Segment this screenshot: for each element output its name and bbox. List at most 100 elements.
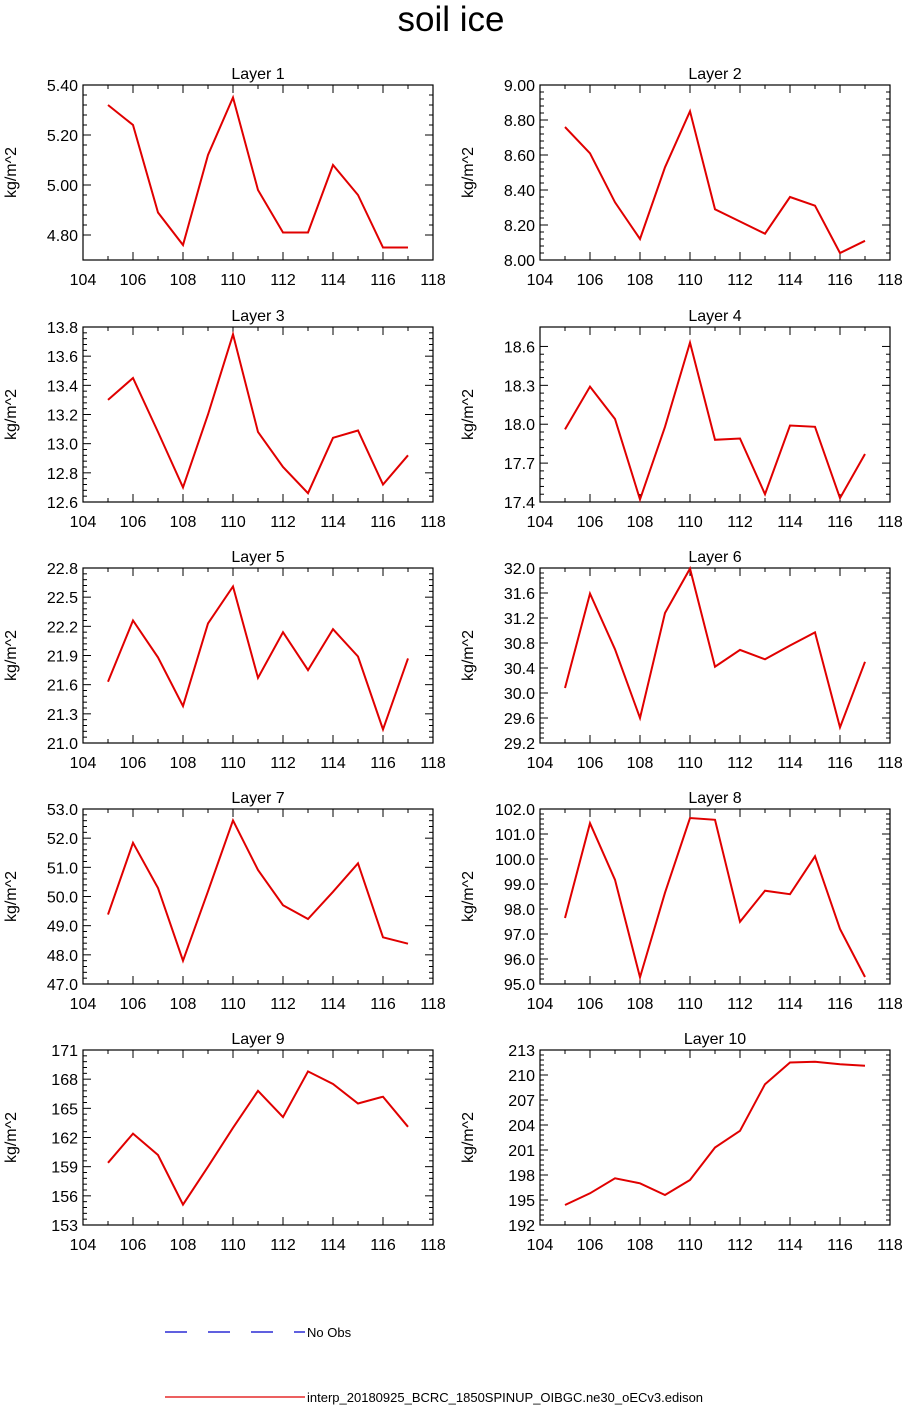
y-tick-label: 5.00 [47, 178, 78, 195]
series-line [107, 584, 409, 733]
x-tick-label: 112 [727, 1237, 753, 1254]
y-tick-label: 101.0 [495, 827, 535, 844]
y-tick-label: 171 [51, 1043, 78, 1060]
x-tick-label: 108 [170, 514, 197, 531]
x-tick-label: 118 [877, 514, 902, 531]
x-tick-label: 108 [627, 514, 654, 531]
y-tick-label: 30.0 [504, 686, 535, 703]
y-tick-label: 22.5 [47, 590, 78, 607]
x-tick-label: 106 [577, 755, 604, 772]
x-tick-label: 116 [370, 514, 396, 531]
y-tick-label: 47.0 [47, 977, 78, 994]
y-tick-label: 32.0 [504, 561, 535, 578]
x-tick-label: 114 [320, 514, 346, 531]
y-tick-label: 13.4 [47, 378, 78, 395]
legend: No Obs interp_20180925_BCRC_1850SPINUP_OI… [165, 1325, 703, 1405]
y-tick-label: 12.8 [47, 466, 78, 483]
x-tick-label: 104 [527, 272, 554, 289]
series-line [107, 817, 409, 964]
y-tick-label: 13.0 [47, 437, 78, 454]
x-tick-label: 106 [120, 996, 147, 1013]
page-title: soil ice [397, 0, 505, 39]
y-axis-label: kg/m^2 [3, 147, 20, 198]
panel-title: Layer 2 [688, 66, 741, 83]
x-tick-label: 106 [577, 996, 604, 1013]
chart-panel: Layer 5 kg/m^2 104 106 108 110 112 114 116 118 21.… [3, 549, 446, 772]
x-tick-label: 112 [270, 272, 296, 289]
y-tick-label: 30.8 [504, 636, 535, 653]
y-tick-label: 21.0 [47, 736, 78, 753]
x-tick-label: 108 [627, 272, 654, 289]
y-tick-label: 13.6 [47, 349, 78, 366]
y-tick-label: 156 [51, 1189, 78, 1206]
x-tick-label: 118 [420, 996, 446, 1013]
x-tick-label: 106 [577, 514, 604, 531]
plot-frame [82, 567, 434, 744]
y-tick-label: 21.3 [47, 707, 78, 724]
x-tick-label: 116 [827, 272, 853, 289]
y-tick-label: 51.0 [47, 860, 78, 877]
y-axis-label: kg/m^2 [3, 1112, 20, 1163]
x-tick-label: 118 [420, 514, 446, 531]
y-tick-label: 8.40 [504, 183, 535, 200]
y-tick-label: 95.0 [504, 977, 535, 994]
y-tick-label: 4.80 [47, 228, 78, 245]
y-tick-label: 22.8 [47, 561, 78, 578]
y-tick-label: 21.6 [47, 678, 78, 695]
y-axis-label: kg/m^2 [460, 147, 477, 198]
plot-frame [82, 1049, 434, 1226]
x-tick-label: 104 [70, 1237, 97, 1254]
series-line [564, 1060, 866, 1206]
x-tick-label: 114 [320, 996, 346, 1013]
x-tick-label: 110 [677, 514, 703, 531]
y-tick-label: 8.80 [504, 113, 535, 130]
x-tick-label: 112 [270, 996, 296, 1013]
x-tick-label: 114 [777, 1237, 803, 1254]
y-axis-label: kg/m^2 [460, 871, 477, 922]
y-tick-label: 204 [508, 1118, 535, 1135]
panel-title: Layer 3 [231, 308, 284, 325]
y-tick-label: 53.0 [47, 802, 78, 819]
y-tick-label: 165 [51, 1101, 78, 1118]
series-line [107, 1070, 409, 1207]
x-tick-label: 112 [270, 514, 296, 531]
x-tick-label: 104 [527, 755, 554, 772]
panel-title: Layer 1 [231, 66, 284, 83]
y-tick-label: 18.3 [504, 378, 535, 395]
panel-title: Layer 5 [231, 549, 284, 566]
x-tick-label: 106 [577, 272, 604, 289]
y-tick-label: 213 [508, 1043, 535, 1060]
x-tick-label: 118 [420, 1237, 446, 1254]
x-tick-label: 110 [677, 996, 703, 1013]
y-tick-label: 159 [51, 1160, 78, 1177]
x-tick-label: 114 [320, 755, 346, 772]
y-tick-label: 49.0 [47, 919, 78, 936]
chart-panel: Layer 10 kg/m^2 104 106 108 110 112 114 116 118 19… [460, 1031, 902, 1254]
x-tick-label: 110 [220, 755, 246, 772]
plot-frame [539, 1049, 891, 1226]
y-tick-label: 13.2 [47, 408, 78, 425]
y-tick-label: 8.00 [504, 253, 535, 270]
x-tick-label: 106 [120, 514, 147, 531]
y-tick-label: 50.0 [47, 890, 78, 907]
x-tick-label: 104 [70, 755, 97, 772]
legend-label-model: interp_20180925_BCRC_1850SPINUP_OIBGC.ne… [307, 1390, 703, 1405]
y-tick-label: 99.0 [504, 877, 535, 894]
x-tick-label: 118 [877, 1237, 902, 1254]
x-tick-label: 118 [420, 755, 446, 772]
x-tick-label: 104 [70, 272, 97, 289]
x-tick-label: 104 [527, 514, 554, 531]
chart-panel: Layer 4 kg/m^2 104 106 108 110 112 114 116 118 17.… [460, 308, 902, 531]
x-tick-label: 114 [777, 514, 803, 531]
x-tick-label: 118 [420, 272, 446, 289]
x-tick-label: 114 [320, 272, 346, 289]
y-tick-label: 8.20 [504, 218, 535, 235]
chart-panel: Layer 7 kg/m^2 104 106 108 110 112 114 116 118 47.… [3, 790, 446, 1013]
plot-frame [539, 84, 891, 261]
y-tick-label: 13.8 [47, 320, 78, 337]
x-tick-label: 118 [877, 996, 902, 1013]
x-tick-label: 108 [170, 996, 197, 1013]
x-tick-label: 112 [727, 272, 753, 289]
x-tick-label: 116 [827, 755, 853, 772]
x-tick-label: 110 [677, 755, 703, 772]
